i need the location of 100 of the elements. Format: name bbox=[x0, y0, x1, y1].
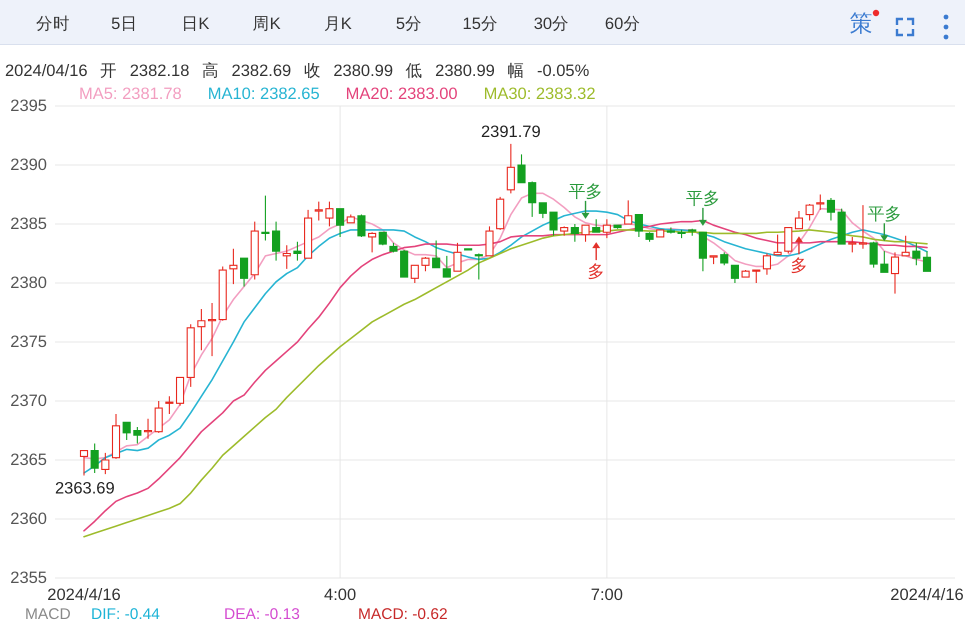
candlestick bbox=[570, 223, 579, 242]
candlestick bbox=[880, 250, 888, 273]
candlestick bbox=[304, 209, 312, 259]
candlestick bbox=[645, 232, 654, 242]
candlestick bbox=[293, 241, 302, 262]
candlestick bbox=[368, 232, 376, 253]
candlestick bbox=[389, 242, 398, 253]
candlestick bbox=[912, 242, 920, 266]
y-tick-label: 2365 bbox=[10, 451, 47, 469]
candlestick bbox=[272, 221, 280, 262]
candlestick bbox=[666, 226, 675, 234]
candlestick bbox=[560, 226, 568, 236]
text: 周K bbox=[252, 15, 281, 33]
candlestick bbox=[80, 450, 88, 476]
y-tick-label: 2390 bbox=[10, 156, 47, 174]
data-label: 平多 bbox=[686, 188, 720, 208]
candlestick bbox=[848, 236, 856, 253]
candlestick bbox=[90, 442, 99, 474]
candlestick bbox=[816, 194, 824, 210]
candlestick bbox=[496, 196, 504, 230]
data-label: 多 bbox=[790, 256, 808, 276]
candlestick bbox=[774, 234, 782, 256]
candlestick bbox=[176, 376, 184, 406]
y-tick-label: 2375 bbox=[10, 333, 47, 351]
candlestick bbox=[870, 241, 878, 268]
text: 2024/04/16 开 2382.18 高 2382.69 收 2380.99 低 2380.99 幅 -0.05% bbox=[5, 61, 590, 80]
text: MA5: 2381.78 bbox=[79, 85, 182, 103]
text: DEA: -0.13 bbox=[224, 606, 300, 623]
text: MA10: 2382.65 bbox=[208, 85, 320, 103]
candlestick bbox=[806, 203, 814, 222]
candlestick bbox=[400, 249, 408, 278]
candlestick bbox=[218, 266, 227, 322]
candlestick bbox=[421, 256, 430, 272]
candlestick bbox=[752, 269, 760, 284]
candlestick bbox=[538, 202, 547, 219]
candlestick bbox=[250, 221, 259, 280]
candlestick bbox=[485, 226, 494, 256]
y-tick-label: 2380 bbox=[10, 274, 47, 292]
annotation: 2391.79 bbox=[481, 122, 541, 141]
candlestick bbox=[442, 255, 451, 278]
candlestick bbox=[282, 244, 291, 270]
candlestick bbox=[517, 154, 526, 184]
candlestick bbox=[742, 269, 750, 278]
text: 15分 bbox=[462, 15, 498, 33]
candlestick bbox=[528, 180, 536, 218]
candlestick bbox=[133, 426, 142, 444]
candlestick bbox=[197, 308, 206, 351]
candlestick bbox=[613, 224, 622, 230]
candlestick bbox=[122, 422, 131, 440]
candlestick bbox=[602, 218, 611, 239]
candlestick bbox=[720, 252, 728, 266]
candlestick bbox=[592, 218, 600, 233]
x-tick-label: 2024/4/16 bbox=[890, 586, 964, 604]
text: MA30: 2383.32 bbox=[484, 85, 596, 103]
candlestick bbox=[678, 229, 686, 239]
candlestick bbox=[325, 201, 334, 227]
text: 策 bbox=[850, 10, 872, 36]
text: 日K bbox=[181, 15, 210, 33]
candlestick bbox=[762, 252, 772, 276]
candlestick bbox=[922, 250, 932, 272]
candlestick bbox=[902, 235, 910, 256]
text: 60分 bbox=[604, 15, 640, 33]
candlestick bbox=[346, 214, 355, 224]
data-label: 平多 bbox=[568, 182, 603, 201]
y-tick-label: 2370 bbox=[10, 392, 47, 410]
candlestick bbox=[208, 302, 216, 357]
candlestick bbox=[229, 248, 238, 285]
candlestick bbox=[336, 208, 344, 238]
text: 5日 bbox=[111, 15, 138, 33]
text: DIF: -0.44 bbox=[91, 606, 160, 623]
candlestick bbox=[698, 232, 707, 272]
candlestick bbox=[826, 197, 836, 222]
candlestick bbox=[432, 240, 440, 268]
candlestick bbox=[378, 232, 387, 246]
candlestick bbox=[784, 226, 792, 254]
y-tick-label: 2385 bbox=[10, 215, 47, 233]
candlestick bbox=[838, 208, 846, 245]
candlestick bbox=[506, 143, 515, 194]
candlestick bbox=[794, 210, 804, 230]
x-tick-label: 2024/4/16 bbox=[47, 586, 121, 604]
data-label: 平多 bbox=[867, 204, 902, 224]
text: 30分 bbox=[534, 15, 570, 33]
x-tick-label: 4:00 bbox=[324, 586, 356, 604]
text: MACD: -0.62 bbox=[358, 606, 448, 623]
candlestick bbox=[688, 228, 696, 236]
candlestick bbox=[730, 264, 739, 284]
candlestick bbox=[464, 248, 472, 251]
candlestick bbox=[165, 396, 174, 415]
candlestick bbox=[453, 242, 462, 272]
y-tick-label: 2395 bbox=[10, 97, 47, 115]
candlestick bbox=[890, 252, 900, 294]
candlestick bbox=[474, 252, 483, 280]
data-label: 多 bbox=[588, 262, 605, 282]
candlestick bbox=[154, 400, 163, 434]
candlestick bbox=[112, 413, 120, 460]
candlestick bbox=[581, 224, 590, 242]
candlestick bbox=[186, 324, 195, 388]
candlestick bbox=[549, 212, 558, 236]
candlestick bbox=[858, 204, 868, 250]
y-tick-label: 2355 bbox=[10, 569, 47, 587]
